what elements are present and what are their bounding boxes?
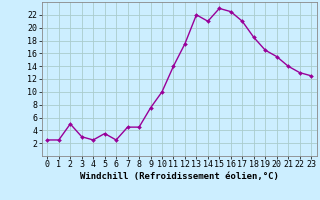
X-axis label: Windchill (Refroidissement éolien,°C): Windchill (Refroidissement éolien,°C) [80, 172, 279, 181]
